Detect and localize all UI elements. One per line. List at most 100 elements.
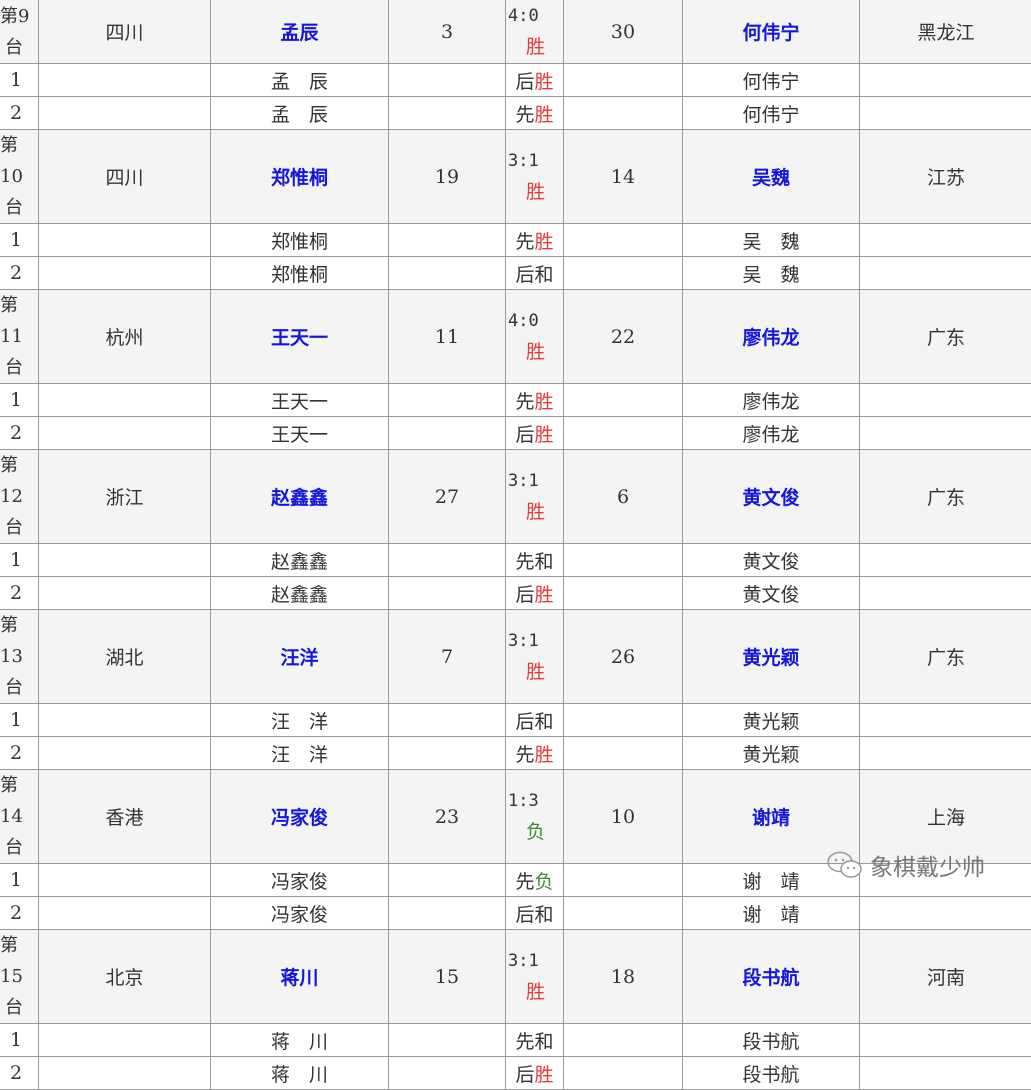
empty-cell: [860, 704, 1031, 737]
game-outcome: 胜: [535, 231, 554, 253]
empty-cell: [39, 737, 211, 770]
game-player-a: 蒋 川: [211, 1057, 389, 1090]
game-player-a: 赵鑫鑫: [211, 577, 389, 610]
team-a: 北京: [39, 930, 211, 1024]
board-number-line2: 台: [0, 832, 38, 863]
wechat-icon: [826, 850, 864, 880]
team-b: 广东: [860, 290, 1031, 384]
game-player-a: 汪 洋: [211, 704, 389, 737]
seed-a: 19: [389, 130, 506, 224]
game-number: 1: [0, 704, 39, 737]
empty-cell: [860, 1024, 1031, 1057]
game-order: 后: [515, 711, 534, 733]
game-player-b: 何伟宁: [683, 64, 860, 97]
game-outcome: 胜: [535, 424, 554, 446]
game-player-a: 孟 辰: [211, 97, 389, 130]
empty-cell: [860, 1057, 1031, 1090]
game-outcome: 胜: [535, 104, 554, 126]
seed-b: 6: [564, 450, 683, 544]
board-number-line2: 台: [0, 672, 38, 703]
seed-a: 23: [389, 770, 506, 864]
game-number: 2: [0, 417, 39, 450]
match-result: 负: [506, 817, 563, 848]
game-result: 后和: [506, 897, 564, 930]
empty-cell: [389, 224, 506, 257]
game-player-a: 蒋 川: [211, 1024, 389, 1057]
game-player-b: 廖伟龙: [683, 417, 860, 450]
game-outcome: 和: [535, 264, 554, 286]
game-result: 先胜: [506, 224, 564, 257]
game-outcome: 和: [535, 904, 554, 926]
board-number-line2: 台: [0, 512, 38, 543]
player-a: 王天一: [211, 290, 389, 384]
game-order: 后: [515, 1064, 534, 1086]
seed-b: 10: [564, 770, 683, 864]
seed-a: 3: [389, 0, 506, 64]
match-result: 胜: [506, 977, 563, 1008]
game-outcome: 和: [535, 711, 554, 733]
empty-cell: [389, 257, 506, 290]
empty-cell: [39, 864, 211, 897]
player-a: 郑惟桐: [211, 130, 389, 224]
board-number-line2: 台: [0, 352, 38, 383]
board-number-line1: 第10: [0, 130, 38, 192]
empty-cell: [860, 257, 1031, 290]
empty-cell: [389, 417, 506, 450]
game-player-b: 黄文俊: [683, 544, 860, 577]
game-player-a: 郑惟桐: [211, 257, 389, 290]
empty-cell: [389, 64, 506, 97]
empty-cell: [860, 64, 1031, 97]
game-player-b: 吴 魏: [683, 257, 860, 290]
player-a: 孟辰: [211, 0, 389, 64]
empty-cell: [39, 897, 211, 930]
game-order: 先: [515, 551, 534, 573]
board-number-line2: 台: [0, 32, 38, 63]
seed-a: 27: [389, 450, 506, 544]
game-number: 1: [0, 544, 39, 577]
team-b: 江苏: [860, 130, 1031, 224]
empty-cell: [564, 64, 683, 97]
empty-cell: [39, 704, 211, 737]
score-value: 3:1: [506, 146, 563, 177]
game-outcome: 胜: [535, 744, 554, 766]
match-result: 胜: [506, 657, 563, 688]
seed-b: 18: [564, 930, 683, 1024]
empty-cell: [564, 1024, 683, 1057]
empty-cell: [39, 257, 211, 290]
match-result: 胜: [506, 32, 563, 63]
game-outcome: 胜: [535, 584, 554, 606]
empty-cell: [860, 577, 1031, 610]
team-b: 河南: [860, 930, 1031, 1024]
seed-b: 30: [564, 0, 683, 64]
game-order: 后: [515, 904, 534, 926]
team-a: 四川: [39, 130, 211, 224]
game-outcome: 胜: [535, 391, 554, 413]
empty-cell: [39, 64, 211, 97]
game-result: 先胜: [506, 384, 564, 417]
game-player-b: 廖伟龙: [683, 384, 860, 417]
seed-a: 7: [389, 610, 506, 704]
game-order: 先: [515, 1031, 534, 1053]
game-order: 先: [515, 104, 534, 126]
game-player-a: 赵鑫鑫: [211, 544, 389, 577]
score-value: 1:3: [506, 786, 563, 817]
game-player-b: 段书航: [683, 1024, 860, 1057]
empty-cell: [389, 1057, 506, 1090]
empty-cell: [39, 577, 211, 610]
game-player-b: 何伟宁: [683, 97, 860, 130]
game-number: 1: [0, 864, 39, 897]
empty-cell: [389, 864, 506, 897]
empty-cell: [389, 897, 506, 930]
empty-cell: [39, 544, 211, 577]
